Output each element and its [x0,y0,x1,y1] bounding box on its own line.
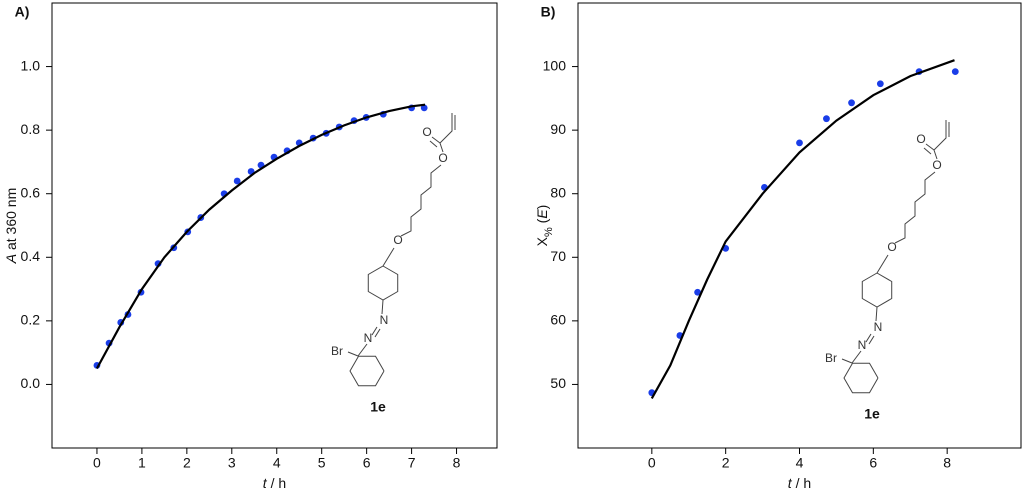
x-tick-label: 8 [453,455,461,471]
bond [381,299,384,315]
bond [382,247,395,267]
bond [851,350,862,364]
data-point [233,177,241,185]
bond [841,358,853,364]
panel-label: A) [15,4,30,20]
atom-label: Br [331,344,343,358]
x-axis-label: t / h [263,475,286,491]
bond [933,120,947,160]
ring [843,362,879,394]
y-tick-label: 0.0 [21,375,41,391]
bond [875,306,878,322]
x-tick-label: 2 [722,455,730,471]
x-tick-label: 7 [408,455,416,471]
ring [367,265,399,301]
x-tick-label: 1 [138,455,146,471]
data-point [876,80,884,88]
bond [439,113,453,153]
y-tick-label: 80 [550,184,566,200]
y-tick-label: 50 [550,375,566,391]
y-axis-label-part: ( [534,218,550,227]
bond [374,328,381,338]
x-axis-label-part: / h [796,475,812,491]
bond [876,254,889,274]
x-axis-label-part: t [788,475,793,491]
atom-label: O [393,233,402,247]
chart-panel: A) 0.0 0.2 0.4 0.6 0.8 1.0 0 1 2 3 4 5 6 7 8 t / h A at 36… [3,2,498,491]
bond [429,140,438,148]
ring [861,272,893,308]
y-tick-label: 0.4 [21,248,41,264]
atom-label: N [364,331,373,345]
y-tick-label: 1.0 [21,57,41,73]
compound-label: 1e [864,406,880,422]
atom-label: O [916,132,925,146]
atom-label: N [858,338,867,352]
y-tick-label: 0.2 [21,312,41,328]
x-axis-label: t / h [788,475,811,491]
y-tick-label: 100 [543,57,567,73]
y-axis-label: A at 360 nm [3,188,19,265]
data-point [420,104,428,112]
ring [349,355,385,387]
y-tick-label: 90 [550,121,566,137]
bond [347,351,359,357]
y-axis-label-part: A [3,254,19,264]
chain [894,171,936,244]
atom-label: N [874,320,883,334]
y-axis-label: X% (E) [534,205,555,247]
x-tick-label: 0 [93,455,101,471]
x-tick-label: 4 [273,455,281,471]
x-tick-label: 5 [318,455,326,471]
bond [431,136,441,144]
y-axis-label-part: X [534,236,550,246]
bond [865,333,872,343]
y-tick-label: 0.8 [21,121,41,137]
data-point [848,99,855,107]
atom-label: Br [825,351,837,365]
chain [400,164,442,237]
y-axis-label-part: E [534,209,550,219]
y-axis-label-part: at 360 nm [3,188,19,254]
data-point [796,139,803,147]
x-tick-label: 4 [796,455,804,471]
y-tick-label: 70 [550,248,566,264]
x-axis-label-part: / h [271,475,287,491]
plot-frame [51,2,498,449]
x-tick-label: 6 [363,455,371,471]
compound-label: 1e [370,399,386,415]
x-tick-label: 8 [943,455,951,471]
data-point [694,288,702,296]
y-axis-label-part: % [543,227,555,237]
x-tick-label: 3 [228,455,236,471]
panel-label: B) [541,4,556,20]
bond [371,326,378,336]
x-tick-label: 6 [869,455,877,471]
atom-label: O [438,151,447,165]
atom-label: O [932,158,941,172]
data-point [951,68,959,76]
x-tick-label: 2 [183,455,191,471]
y-axis-label-part: ) [534,205,550,210]
data-point [823,115,830,123]
fit-line [95,103,426,370]
bond [923,147,932,155]
fit-line [650,59,955,399]
atom-label: N [380,313,389,327]
bond [868,335,875,345]
x-axis-label-part: t [263,475,268,491]
atom-label: O [887,240,896,254]
y-tick-label: 60 [550,312,566,328]
bond [925,143,935,151]
y-tick-label: 0.6 [21,184,41,200]
bond [357,343,368,357]
atom-label: O [422,125,431,139]
x-tick-label: 0 [648,455,656,471]
